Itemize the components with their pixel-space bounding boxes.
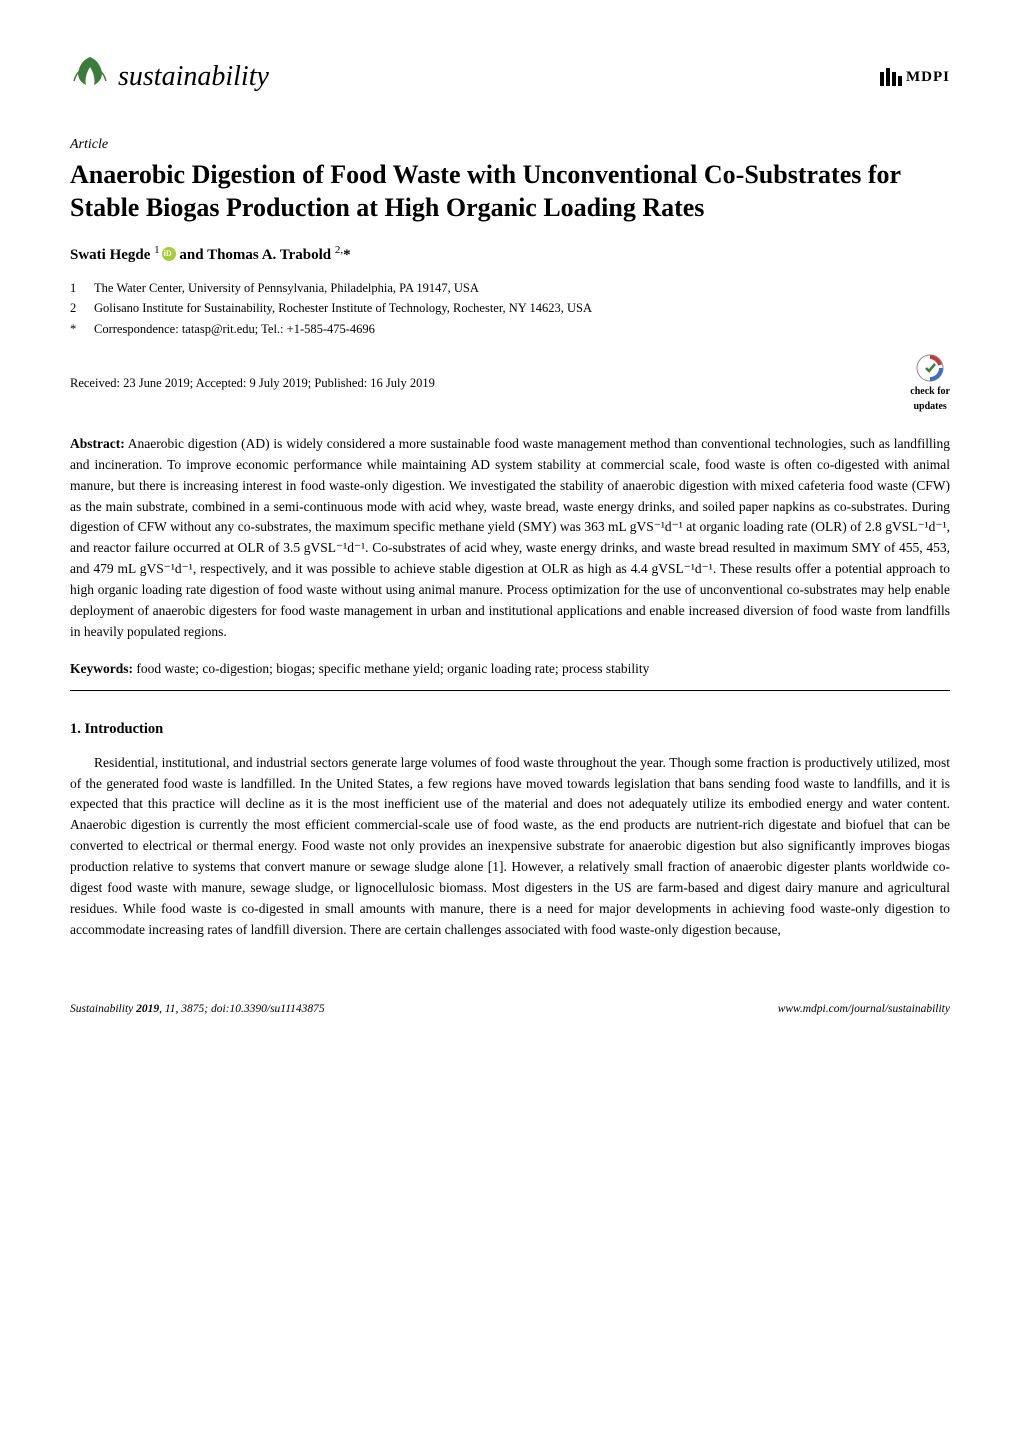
- keywords-text: food waste; co-digestion; biogas; specif…: [136, 661, 649, 676]
- check-updates-icon: [915, 353, 945, 383]
- dates-text: Received: 23 June 2019; Accepted: 9 July…: [70, 374, 435, 393]
- affil-num: *: [70, 320, 80, 339]
- affiliation-row: 1 The Water Center, University of Pennsy…: [70, 279, 950, 298]
- authors-line: Swati Hegde 1 and Thomas A. Trabold 2,*: [70, 242, 950, 267]
- footer-left: Sustainability 2019, 11, 3875; doi:10.33…: [70, 1001, 325, 1018]
- affil-text: Correspondence: tatasp@rit.edu; Tel.: +1…: [94, 320, 375, 339]
- check-updates-label: check forupdates: [910, 386, 950, 412]
- footer-row: Sustainability 2019, 11, 3875; doi:10.33…: [70, 1001, 950, 1018]
- footer-right[interactable]: www.mdpi.com/journal/sustainability: [778, 1001, 950, 1018]
- affil-num: 1: [70, 279, 80, 298]
- dates-row: Received: 23 June 2019; Accepted: 9 July…: [70, 353, 950, 414]
- journal-logo-block: sustainability: [70, 50, 269, 104]
- affil-text: Golisano Institute for Sustainability, R…: [94, 299, 592, 318]
- publisher-name: MDPI: [906, 66, 950, 89]
- article-title: Anaerobic Digestion of Food Waste with U…: [70, 159, 950, 224]
- intro-paragraph: Residential, institutional, and industri…: [70, 753, 950, 941]
- affiliation-row: * Correspondence: tatasp@rit.edu; Tel.: …: [70, 320, 950, 339]
- check-for-updates[interactable]: check forupdates: [910, 353, 950, 414]
- affil-num: 2: [70, 299, 80, 318]
- leaf-icon: [70, 50, 110, 104]
- keywords-block: Keywords: food waste; co-digestion; biog…: [70, 659, 950, 680]
- abstract-label: Abstract:: [70, 436, 125, 451]
- header-row: sustainability MDPI: [70, 50, 950, 104]
- orcid-icon: [162, 247, 176, 261]
- affiliations-block: 1 The Water Center, University of Pennsy…: [70, 279, 950, 339]
- mdpi-bars-icon: [880, 68, 902, 86]
- affiliation-row: 2 Golisano Institute for Sustainability,…: [70, 299, 950, 318]
- keywords-label: Keywords:: [70, 661, 133, 676]
- abstract-text: Anaerobic digestion (AD) is widely consi…: [70, 436, 950, 639]
- affil-text: The Water Center, University of Pennsylv…: [94, 279, 479, 298]
- abstract-block: Abstract: Anaerobic digestion (AD) is wi…: [70, 434, 950, 643]
- mdpi-logo: MDPI: [880, 66, 950, 89]
- journal-name: sustainability: [118, 56, 269, 98]
- article-type: Article: [70, 134, 950, 155]
- section-divider: [70, 690, 950, 691]
- section-heading: 1. Introduction: [70, 719, 950, 741]
